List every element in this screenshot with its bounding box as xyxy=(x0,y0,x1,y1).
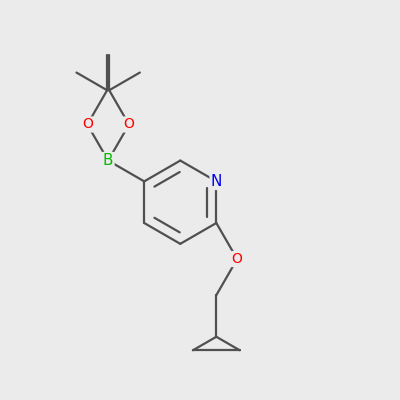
Text: O: O xyxy=(124,118,134,132)
Text: N: N xyxy=(211,174,222,189)
Text: O: O xyxy=(82,118,93,132)
Text: O: O xyxy=(232,252,242,266)
Text: B: B xyxy=(103,153,114,168)
